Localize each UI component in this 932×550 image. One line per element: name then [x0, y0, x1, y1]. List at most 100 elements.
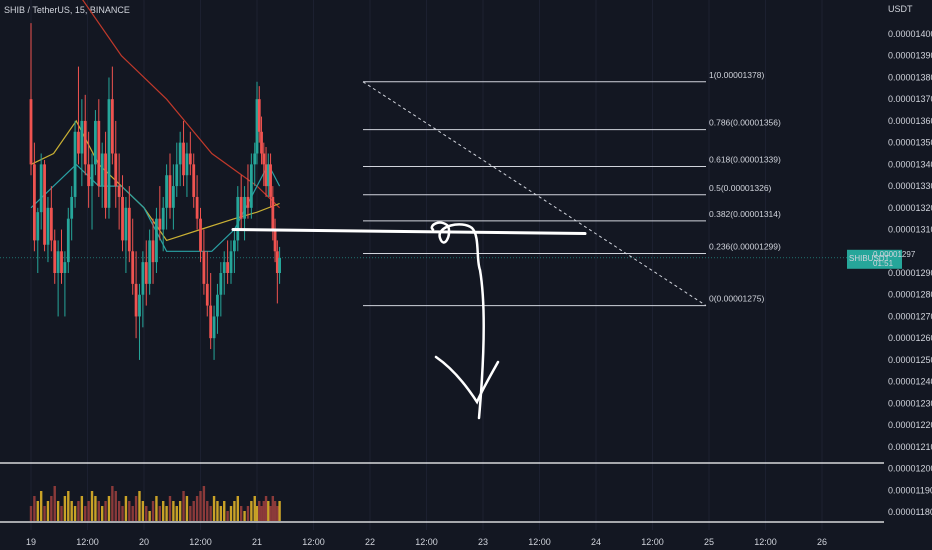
candle-body: [275, 251, 279, 273]
candle-body: [148, 240, 152, 284]
volume-bar: [262, 501, 265, 521]
volume-bar: [199, 491, 202, 521]
volume-bars: [29, 486, 281, 521]
candle-body: [222, 262, 226, 273]
candle-body: [216, 294, 219, 317]
volume-bar: [141, 501, 145, 521]
candle-body: [199, 218, 202, 252]
volume-bar: [271, 496, 275, 521]
volume-bar: [206, 501, 209, 521]
volume-bar: [162, 501, 165, 521]
candle-body: [87, 164, 91, 187]
candle-body: [192, 164, 196, 197]
volume-bar: [267, 501, 270, 521]
candle-body: [94, 120, 97, 165]
candle-body: [188, 153, 192, 165]
volume-bar: [138, 491, 141, 521]
volume-bar: [84, 506, 87, 521]
volume-bar: [192, 501, 195, 521]
candle-body: [134, 283, 138, 317]
candle-body: [110, 99, 114, 154]
candle-body: [46, 207, 50, 245]
hand-drawings[interactable]: [231, 221, 587, 420]
candles: [29, 23, 281, 360]
candle-body: [90, 164, 94, 187]
candle-body: [273, 229, 277, 252]
candle-body: [205, 283, 209, 306]
candle-body: [255, 99, 259, 154]
volume-bar: [111, 486, 114, 521]
candle-body: [178, 142, 182, 165]
y-tick-label: 0.00001180: [888, 507, 932, 517]
y-tick-label: 0.00001340: [888, 159, 932, 169]
candle-body: [257, 99, 261, 132]
price-tag-countdown: 01:51: [873, 259, 894, 268]
candle-body: [155, 218, 158, 263]
volume-bar: [243, 511, 246, 521]
y-tick-label: 0.00001320: [888, 203, 932, 213]
volume-bar: [216, 501, 219, 521]
y-tick-label: 0.00001390: [888, 51, 932, 61]
volume-bar: [202, 486, 206, 521]
down-arrow-head: [434, 355, 500, 405]
volume-bar: [175, 506, 178, 521]
volume-bar: [195, 496, 199, 521]
volume-bar: [67, 491, 70, 521]
volume-bar: [260, 506, 263, 521]
volume-bar: [151, 501, 155, 521]
candle-body: [246, 196, 250, 208]
y-tick-label: 0.00001230: [888, 398, 932, 408]
candle-body: [121, 196, 124, 241]
volume-bar: [145, 506, 148, 521]
price-axis[interactable]: 0.00001400 0.00001390 0.00001380 0.00001370…: [888, 29, 932, 517]
x-tick-label: 12:00: [76, 537, 99, 547]
volume-bar: [178, 501, 182, 521]
volume-bar: [46, 501, 50, 521]
candle-body: [32, 164, 36, 241]
y-tick-label: 0.00001350: [888, 138, 932, 148]
volume-bar: [43, 506, 46, 521]
fib-trend-line: [362, 81, 707, 307]
candle-body: [144, 262, 148, 284]
candle-body: [262, 153, 266, 165]
fib-retracement[interactable]: 1(0.00001378) 0.786(0.00001356) 0.618(0.00…: [362, 70, 781, 307]
time-axis[interactable]: 19 12:00 20 12:00 21 12:00 22 12:00 23 12:00 24 12:…: [26, 537, 827, 547]
volume-bar: [158, 506, 162, 521]
candle-body: [158, 218, 162, 230]
volume-bar: [36, 501, 39, 521]
price-tag-price: 0.00001297: [873, 250, 916, 259]
candle-body: [219, 273, 223, 295]
volume-bar: [80, 496, 84, 521]
y-tick-label: 0.00001190: [888, 485, 932, 495]
volume-bar: [155, 496, 158, 521]
candle-body: [97, 120, 101, 187]
candle-body: [107, 99, 111, 208]
candle-body: [124, 207, 128, 241]
x-tick-label: 21: [252, 537, 262, 547]
candle-body: [131, 251, 135, 284]
y-tick-label: 0.00001240: [888, 377, 932, 387]
volume-bar: [273, 501, 277, 521]
volume-bar: [53, 486, 56, 521]
x-tick-label: 24: [591, 537, 601, 547]
volume-bar: [134, 496, 138, 521]
candle-body: [43, 164, 46, 245]
candle-body: [66, 218, 70, 263]
fib-level-label: 0.618(0.00001339): [709, 155, 781, 165]
volume-bar: [121, 506, 124, 521]
candle-body: [29, 99, 33, 165]
candle-body: [77, 131, 80, 154]
candle-body: [171, 186, 175, 208]
candle-body: [168, 175, 172, 208]
candle-body: [138, 294, 141, 317]
x-tick-label: 26: [817, 537, 827, 547]
candle-body: [36, 212, 40, 241]
grid: [0, 0, 884, 530]
volume-bar: [229, 506, 233, 521]
candle-body: [53, 240, 57, 273]
candle-body: [239, 196, 243, 219]
volume-bar: [107, 496, 111, 521]
candle-body: [236, 196, 240, 241]
y-tick-label: 0.00001360: [888, 116, 932, 126]
